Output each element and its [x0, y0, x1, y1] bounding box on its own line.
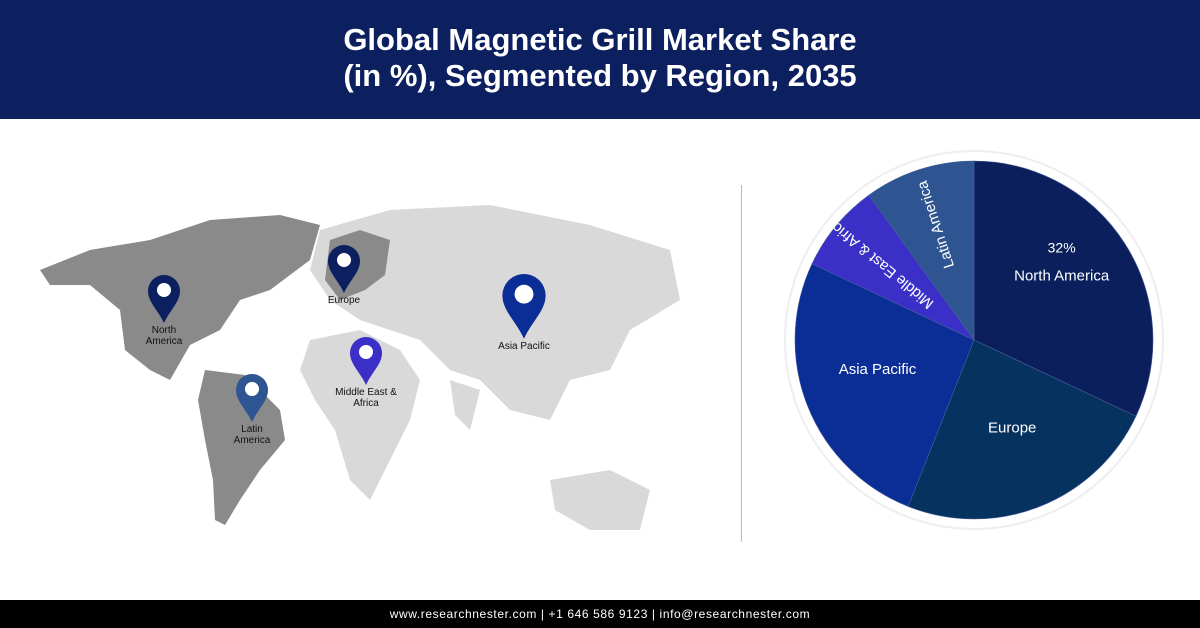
- map-pin-label: Latin: [241, 424, 263, 435]
- pie-slice: [811, 194, 975, 341]
- map-pin-label: Asia Pacific: [498, 341, 550, 352]
- title-line-1: Global Magnetic Grill Market Share: [343, 22, 857, 57]
- pie-slice-label: North America: [1014, 267, 1110, 284]
- map-pin-icon: [236, 374, 268, 422]
- map-pin-icon: [328, 245, 360, 293]
- divider: [741, 185, 742, 542]
- pie-slice: [973, 160, 1154, 417]
- map-pin-icon: [148, 275, 180, 323]
- pie-value-label: 32%: [1048, 239, 1076, 255]
- map-land-light: [300, 205, 680, 530]
- pie-slice: [868, 160, 975, 341]
- map-pin-icon: [350, 337, 382, 385]
- header: Global Magnetic Grill Market Share (in %…: [0, 0, 1200, 119]
- pie-slice-label: Europe: [988, 420, 1036, 437]
- pie-slice: [907, 339, 1137, 520]
- title-line-2: (in %), Segmented by Region, 2035: [343, 58, 857, 93]
- pie-slice-label: Asia Pacific: [839, 361, 917, 378]
- pie-slice: [794, 263, 975, 507]
- world-map: [40, 205, 680, 530]
- map-pin-label: America: [146, 336, 183, 347]
- map-pin-label: Middle East &: [335, 387, 397, 398]
- map-pin-label: North: [152, 325, 176, 336]
- footer-contact: www.researchnester.com | +1 646 586 9123…: [0, 600, 1200, 628]
- map-pin-icon: [502, 273, 546, 339]
- map-pin-label: Africa: [353, 398, 379, 409]
- map-pin-label: Europe: [328, 295, 361, 306]
- map-pin-label: America: [234, 435, 271, 446]
